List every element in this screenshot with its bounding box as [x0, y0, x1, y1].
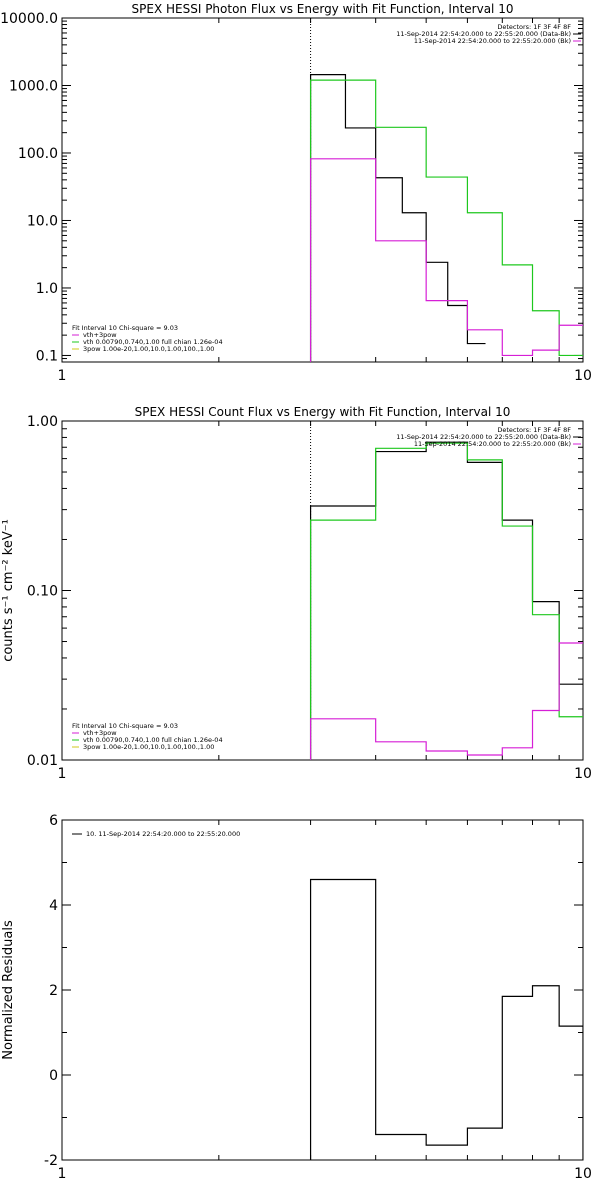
series-line-2	[309, 79, 583, 362]
series-line-1	[309, 878, 583, 1160]
x-tick-label: 10	[574, 368, 592, 384]
series-line-3	[309, 158, 583, 362]
legend-header: Detectors: 1F 3F 4F 8F	[497, 426, 571, 434]
y-tick-label: 2	[49, 983, 58, 999]
series-line-3	[309, 642, 583, 760]
legend-header: Detectors: 1F 3F 4F 8F	[497, 23, 571, 31]
chart-3: Normalized Residuals 1 10 -2 0 2 4 6 10. 11-Sep-…	[1, 813, 592, 1182]
fit-legend-label: 3pow 1.00e-20,1.00,10.0,1.00,100.,1.00	[83, 345, 214, 353]
y-tick-label: 100.0	[18, 146, 58, 162]
legend-entry-label: 11-Sep-2014 22:54:20.000 to 22:55:20.000…	[396, 30, 571, 38]
y-tick-label: 0.01	[27, 753, 58, 769]
y-tick-label: 1.0	[36, 281, 58, 297]
chart-2: SPEX HESSI Count Flux vs Energy with Fit…	[1, 405, 592, 782]
fit-legend-header: Fit Interval 10 Chi-square = 9.03	[72, 324, 178, 332]
y-axis-label: Normalized Residuals	[1, 920, 16, 1060]
y-tick-label: 10000.0	[0, 11, 58, 27]
fit-legend-label: vth 0.00790,0.740,1.00 full chian 1.26e-…	[83, 338, 223, 346]
y-tick-label: -2	[44, 1153, 58, 1169]
fit-legend-header: Fit Interval 10 Chi-square = 9.03	[72, 722, 178, 730]
fit-legend-label: 3pow 1.00e-20,1.00,10.0,1.00,100.,1.00	[83, 743, 214, 751]
plot-frame	[61, 17, 584, 363]
series-line-2	[309, 442, 583, 760]
y-tick-label: 1000.0	[9, 78, 58, 94]
y-tick-label: 0.1	[36, 348, 58, 364]
series-line-1	[309, 441, 583, 760]
y-tick-label: 6	[49, 813, 58, 829]
chart-title: SPEX HESSI Photon Flux vs Energy with Fi…	[132, 2, 514, 16]
legend-entry-label: 11-Sep-2014 22:54:20.000 to 22:55:20.000…	[396, 433, 571, 441]
y-tick-label: 4	[49, 898, 58, 914]
y-tick-label: 10.0	[27, 213, 58, 229]
y-tick-label: 1.00	[27, 414, 58, 430]
y-tick-label: 0	[49, 1068, 58, 1084]
y-axis-label: counts s⁻¹ cm⁻² keV⁻¹	[1, 519, 16, 662]
x-tick-label: 1	[58, 766, 67, 782]
chart-title: SPEX HESSI Count Flux vs Energy with Fit…	[135, 405, 511, 419]
legend-entry-label: 11-Sep-2014 22:54:20.000 to 22:55:20.000…	[414, 440, 571, 448]
legend-entry-label: 11-Sep-2014 22:54:20.000 to 22:55:20.000…	[414, 37, 571, 45]
fit-legend-label: vth+3pow	[83, 729, 117, 737]
x-tick-label: 10	[574, 766, 592, 782]
plot-frame	[61, 819, 584, 1161]
chart-1: SPEX HESSI Photon Flux vs Energy with Fi…	[0, 2, 592, 384]
x-tick-label: 10	[574, 1166, 592, 1182]
x-tick-label: 1	[58, 368, 67, 384]
x-tick-label: 1	[58, 1166, 67, 1182]
plot-frame	[61, 420, 584, 761]
y-tick-label: 0.10	[27, 584, 58, 600]
fit-legend-label: vth+3pow	[83, 331, 117, 339]
series-line-1	[309, 74, 486, 362]
fit-legend-label: vth 0.00790,0.740,1.00 full chian 1.26e-…	[83, 736, 223, 744]
legend-entry-label: 10. 11-Sep-2014 22:54:20.000 to 22:55:20…	[86, 830, 240, 838]
